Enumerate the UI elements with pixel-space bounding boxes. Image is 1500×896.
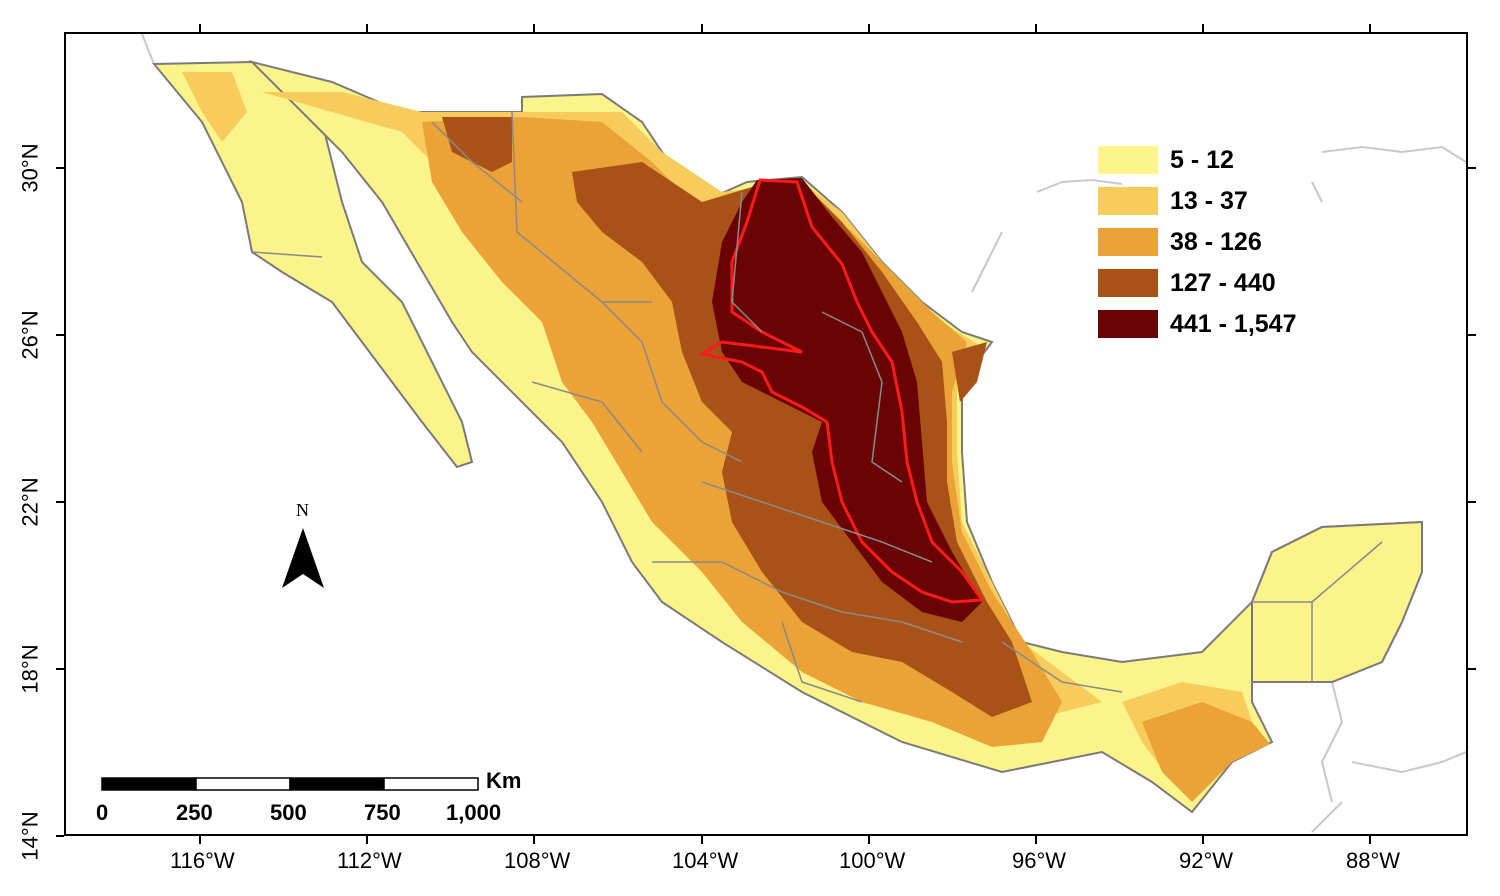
scale-label-0: 0 — [96, 800, 109, 825]
legend-swatch — [1098, 146, 1158, 174]
lat-label-14n: 14°N — [17, 811, 43, 861]
legend-label: 127 - 440 — [1170, 269, 1276, 297]
scale-bar — [101, 777, 479, 791]
state-borders — [251, 111, 1383, 703]
legend-item: 13 - 37 — [1098, 185, 1358, 215]
north-arrow-icon — [282, 528, 324, 588]
lon-label-104w: 104°W — [672, 848, 739, 873]
legend-item: 5 - 12 — [1098, 144, 1358, 174]
mexico-map — [141, 34, 1466, 833]
map-frame — [64, 32, 1468, 836]
lon-label-116w: 116°W — [170, 848, 235, 873]
legend-swatch — [1098, 228, 1158, 256]
legend-swatch — [1098, 187, 1158, 215]
legend-item: 38 - 126 — [1098, 226, 1358, 256]
lon-label-112w: 112°W — [337, 848, 402, 873]
legend-label: 13 - 37 — [1170, 187, 1248, 215]
legend-label: 38 - 126 — [1170, 228, 1262, 256]
neighbor-borders — [141, 34, 1466, 833]
lon-label-96w: 96°W — [1012, 848, 1067, 873]
scale-label-1000: 1,000 — [446, 800, 502, 825]
yucatan — [1251, 520, 1423, 683]
scale-label-750: 750 — [364, 800, 401, 825]
lon-label-88w: 88°W — [1346, 848, 1401, 873]
scale-label-500: 500 — [270, 800, 307, 825]
lat-label-22n: 22°N — [17, 477, 43, 527]
north-letter: N — [296, 500, 309, 520]
legend-item: 441 - 1,547 — [1098, 308, 1358, 338]
legend-label: 5 - 12 — [1170, 146, 1234, 174]
lon-label-92w: 92°W — [1179, 848, 1234, 873]
lat-label-30n: 30°N — [17, 143, 43, 193]
legend-swatch — [1098, 310, 1158, 338]
highlight-outline — [697, 178, 985, 604]
lon-label-100w: 100°W — [839, 848, 906, 873]
lat-label-26n: 26°N — [17, 310, 43, 360]
lon-label-108w: 108°W — [504, 848, 571, 873]
class-441-1547 — [712, 178, 982, 622]
scale-unit: Km — [486, 768, 522, 793]
lat-label-18n: 18°N — [17, 644, 43, 694]
legend-label: 441 - 1,547 — [1170, 310, 1297, 338]
scale-label-250: 250 — [176, 800, 213, 825]
legend-item: 127 - 440 — [1098, 267, 1358, 297]
legend-swatch — [1098, 269, 1158, 297]
